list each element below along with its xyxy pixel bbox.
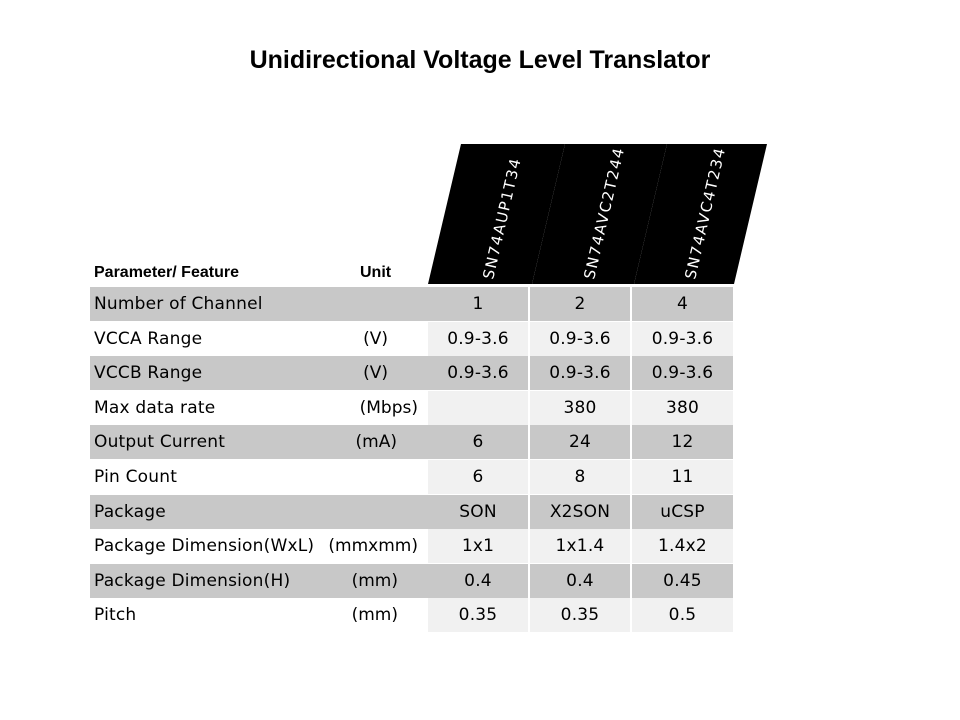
value-cell-part-1: 0.9-3.6 bbox=[428, 356, 528, 391]
param-cell: Max data rate bbox=[90, 390, 428, 425]
param-cell: VCCB Range bbox=[90, 356, 428, 391]
page-title: Unidirectional Voltage Level Translator bbox=[249, 46, 711, 74]
value-cell-part-2: 0.9-3.6 bbox=[530, 356, 630, 391]
value-cell-part-3: 0.9-3.6 bbox=[632, 321, 733, 356]
table-row: Pitch (mm) 0.35 0.35 0.5 bbox=[90, 598, 733, 633]
part-banner-3 bbox=[634, 144, 767, 284]
unit-cell: (mmxmm) bbox=[328, 536, 418, 557]
value-cell-part-3: 0.45 bbox=[632, 563, 733, 598]
value-cell-part-3: 0.9-3.6 bbox=[632, 356, 733, 391]
value-cell-part-1: 1x1 bbox=[428, 529, 528, 564]
value-cell-part-3: 11 bbox=[632, 460, 733, 494]
param-column-header: Parameter/ Feature bbox=[94, 264, 239, 281]
value-cell-part-2: 0.4 bbox=[530, 563, 630, 598]
value-cell-part-2: 0.9-3.6 bbox=[530, 321, 630, 356]
unit-cell: (mm) bbox=[351, 605, 398, 626]
value-cell-part-1: 0.9-3.6 bbox=[428, 321, 528, 356]
table-row: Max data rate (Mbps) 380 380 bbox=[90, 390, 733, 425]
table-row: Package SON X2SON uCSP bbox=[90, 494, 733, 529]
value-cell-part-2: 8 bbox=[530, 460, 630, 494]
value-cell-part-2: 380 bbox=[530, 390, 630, 425]
table-row: Package Dimension(WxL) (mmxmm) 1x1 1x1.4 1.4… bbox=[90, 529, 733, 564]
unit-cell: (mA) bbox=[355, 432, 397, 453]
unit-cell: (V) bbox=[363, 363, 388, 384]
value-cell-part-2: 1x1.4 bbox=[530, 529, 630, 564]
value-cell-part-1 bbox=[428, 390, 528, 425]
value-cell-part-1: 0.4 bbox=[428, 563, 528, 598]
param-cell: Output Current bbox=[90, 425, 428, 460]
param-cell: Package Dimension(WxL) bbox=[90, 529, 428, 564]
unit-cell: (mm) bbox=[351, 570, 398, 591]
table-row: VCCB Range (V) 0.9-3.6 0.9-3.6 0.9-3.6 bbox=[90, 356, 733, 391]
table-row: VCCA Range (V) 0.9-3.6 0.9-3.6 0.9-3.6 bbox=[90, 321, 733, 356]
value-cell-part-1: 6 bbox=[428, 425, 528, 460]
part-banner-2 bbox=[532, 144, 667, 284]
param-cell: Pitch bbox=[90, 598, 428, 633]
table-row: Package Dimension(H) (mm) 0.4 0.4 0.45 bbox=[90, 563, 733, 598]
param-cell: Package Dimension(H) bbox=[90, 563, 428, 598]
value-cell-part-3: 1.4x2 bbox=[632, 529, 733, 564]
value-cell-part-3: 12 bbox=[632, 425, 733, 460]
unit-cell: (Mbps) bbox=[359, 397, 418, 418]
part-banner-1 bbox=[428, 144, 565, 284]
value-cell-part-3: uCSP bbox=[632, 494, 733, 529]
value-cell-part-2: 24 bbox=[530, 425, 630, 460]
value-cell-part-2: 0.35 bbox=[530, 598, 630, 633]
value-cell-part-1: 1 bbox=[428, 287, 528, 321]
value-cell-part-3: 380 bbox=[632, 390, 733, 425]
table-row: Output Current (mA) 6 24 12 bbox=[90, 425, 733, 460]
table-row: Pin Count 6 8 11 bbox=[90, 460, 733, 494]
param-cell: Pin Count bbox=[90, 460, 428, 494]
value-cell-part-2: 2 bbox=[530, 287, 630, 321]
value-cell-part-3: 4 bbox=[632, 287, 733, 321]
value-cell-part-1: 6 bbox=[428, 460, 528, 494]
param-cell: Number of Channel bbox=[90, 287, 428, 321]
value-cell-part-2: X2SON bbox=[530, 494, 630, 529]
value-cell-part-1: SON bbox=[428, 494, 528, 529]
param-cell: Package bbox=[90, 494, 428, 529]
unit-cell: (V) bbox=[363, 328, 388, 349]
value-cell-part-3: 0.5 bbox=[632, 598, 733, 633]
value-cell-part-1: 0.35 bbox=[428, 598, 528, 633]
param-cell: VCCA Range bbox=[90, 321, 428, 356]
unit-column-header: Unit bbox=[360, 264, 392, 281]
table-row: Number of Channel 1 2 4 bbox=[90, 287, 733, 321]
